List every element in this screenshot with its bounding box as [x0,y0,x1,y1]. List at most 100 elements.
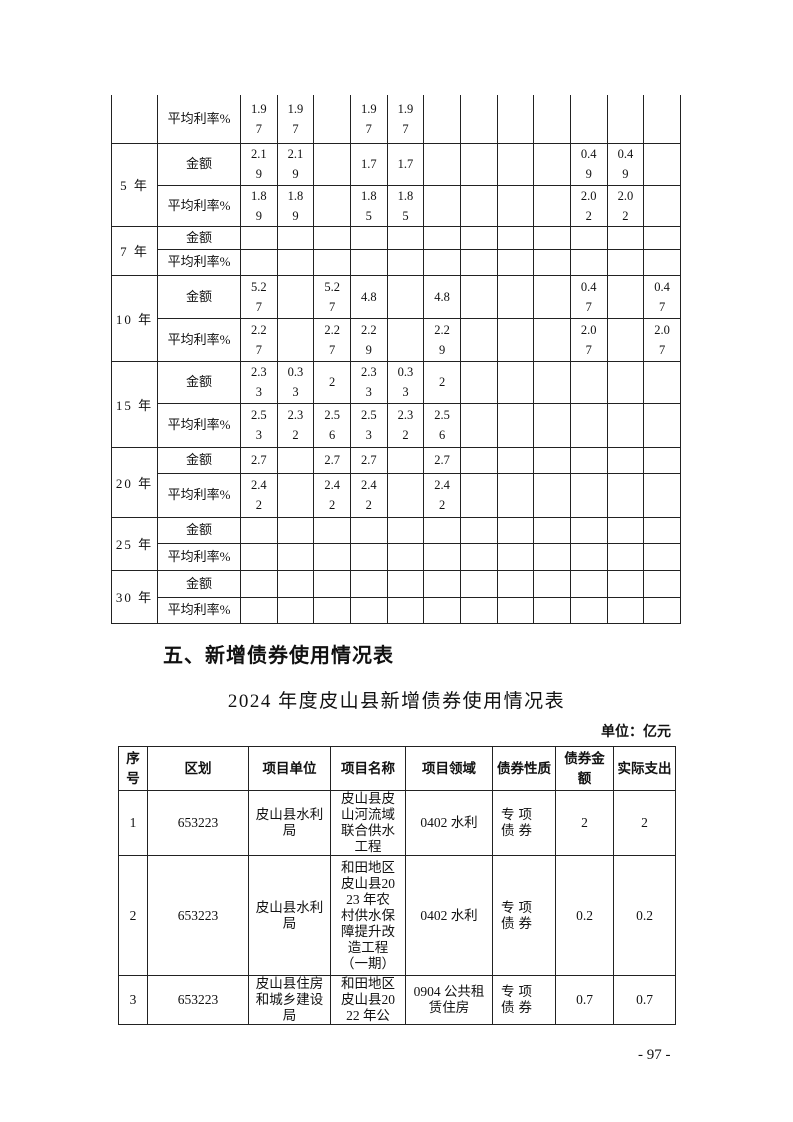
field-cell: 0904 公共租赁住房 [405,975,493,1025]
value-cell [349,225,388,250]
value-cell [313,596,351,624]
value-cell [313,95,351,144]
table-row: 1 653223 皮山县水利局 皮山县皮山河流域联合供水工程 0402 水利 专项债券 2 2 [118,790,676,856]
seq-cell: 1 [118,790,148,856]
row-label: 平均利率% [157,248,241,276]
value-cell [643,542,681,571]
value-cell: 2.02 [606,184,645,227]
value-cell [606,402,645,448]
value-cell: 2.33 [349,360,388,404]
value-cell: 0.49 [569,142,608,186]
value-cell [496,569,535,598]
rate-table-row: 30 年金额 [111,569,681,624]
seq-cell: 3 [118,975,148,1025]
value-cell [240,569,278,598]
value-cell [606,516,645,544]
table-row: 3 653223 皮山县住房和城乡建设局 和田地区皮山县2022 年公 0904 公共租… [118,975,676,1025]
row-label: 平均利率% [157,542,241,571]
value-cell [643,569,681,598]
value-cell [569,446,608,474]
value-cell [459,274,498,319]
value-cell [349,569,388,598]
region-cell: 653223 [147,855,249,976]
term-cell: 5 年 [111,142,158,227]
value-cell [386,248,425,276]
region-cell: 653223 [147,790,249,856]
expenditure-cell: 0.2 [613,855,676,976]
value-cell [276,516,315,544]
value-cell: 4.8 [349,274,388,319]
value-cell [606,569,645,598]
value-cell [349,516,388,544]
value-cell [496,596,535,624]
value-cell [240,542,278,571]
value-cell: 2.27 [313,317,351,362]
value-cell [276,596,315,624]
value-cell: 2.32 [386,402,425,448]
value-cell [423,95,461,144]
value-cell [606,274,645,319]
value-cell: 2.42 [313,472,351,518]
value-cell [313,569,351,598]
row-label: 平均利率% [157,596,241,624]
column-header: 项目单位 [248,746,331,791]
value-cell [569,569,608,598]
value-cell [276,472,315,518]
value-cell: 2.02 [569,184,608,227]
value-cell [386,472,425,518]
value-cell: 2.42 [423,472,461,518]
value-cell [606,596,645,624]
unit-cell: 皮山县水利局 [248,790,331,856]
value-cell: 1.85 [386,184,425,227]
value-cell [496,225,535,250]
value-cell [533,225,571,250]
column-header: 债券金额 [555,746,614,791]
value-cell [533,95,571,144]
value-cell: 1.7 [349,142,388,186]
value-cell [459,402,498,448]
rate-table-row: 平均利率% 1.97 1.97 1.97 1.97 [111,95,681,144]
value-cell [569,248,608,276]
value-cell [240,516,278,544]
project-name-cell: 和田地区皮山县2022 年公 [330,975,406,1025]
value-cell [496,542,535,571]
field-cell: 0402 水利 [405,855,493,976]
value-cell [533,446,571,474]
row-label: 平均利率% [157,95,241,144]
value-cell [240,596,278,624]
value-cell: 2.07 [569,317,608,362]
value-cell: 1.89 [276,184,315,227]
value-cell: 5.27 [313,274,351,319]
value-cell [276,225,315,250]
value-cell: 2.7 [313,446,351,474]
value-cell [496,95,535,144]
value-cell: 2.19 [240,142,278,186]
value-cell [606,360,645,404]
value-cell [643,142,681,186]
value-cell [569,402,608,448]
value-cell [313,142,351,186]
row-label: 金额 [157,142,241,186]
value-cell: 5.27 [240,274,278,319]
expenditure-cell: 2 [613,790,676,856]
nature-cell: 专项债券 [492,855,556,976]
value-cell: 0.47 [643,274,681,319]
value-cell: 2.7 [240,446,278,474]
value-cell [423,142,461,186]
value-cell [643,402,681,448]
column-header: 项目名称 [330,746,406,791]
value-cell [569,95,608,144]
value-cell [459,569,498,598]
term-cell: 10 年 [111,274,158,362]
value-cell: 2.7 [423,446,461,474]
term-cell: 7 年 [111,225,158,276]
value-cell [276,569,315,598]
value-cell [606,446,645,474]
rate-table-row: 25 年金额 [111,516,681,571]
value-cell: 1.97 [386,95,425,144]
value-cell [423,596,461,624]
value-cell [276,317,315,362]
rate-table-row: 平均利率% [112,542,681,571]
row-label: 金额 [157,446,241,474]
value-cell [606,542,645,571]
